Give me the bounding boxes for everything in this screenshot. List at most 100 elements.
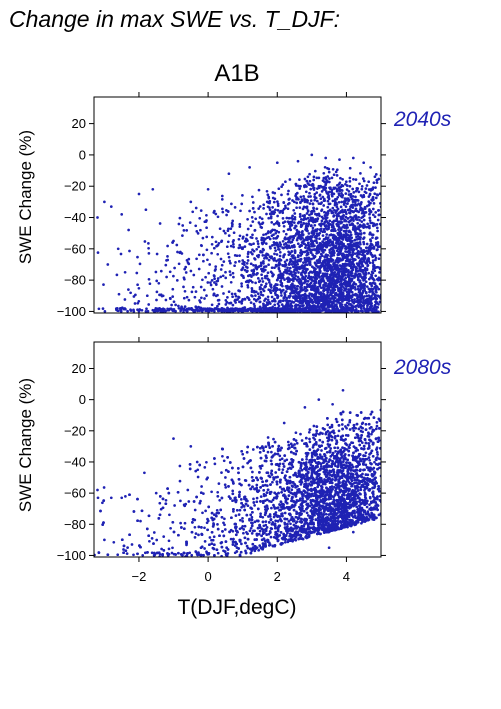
y-axis-label: SWE Change (%) [16, 378, 35, 512]
data-point [341, 238, 345, 241]
data-point [331, 286, 334, 290]
data-point [189, 200, 193, 204]
data-point [373, 175, 377, 179]
data-point [314, 281, 318, 285]
data-point [190, 290, 194, 294]
data-point [203, 297, 206, 300]
data-point [262, 203, 266, 207]
data-point [247, 296, 250, 300]
data-point [354, 178, 358, 181]
data-point [340, 284, 344, 288]
data-point [306, 283, 310, 287]
data-point [266, 205, 270, 209]
data-point [292, 200, 296, 204]
data-point [164, 298, 168, 302]
data-point [285, 243, 289, 247]
data-point [309, 281, 313, 285]
data-point [310, 292, 314, 296]
data-point [261, 306, 265, 309]
data-point [310, 153, 314, 157]
data-point [256, 309, 259, 312]
data-point [345, 280, 348, 284]
data-point [332, 298, 336, 301]
data-point [369, 252, 373, 255]
data-point [276, 214, 279, 218]
data-point [298, 178, 301, 181]
data-point [230, 202, 233, 206]
data-point [258, 300, 262, 304]
data-point [228, 259, 231, 263]
data-point [301, 296, 305, 300]
data-point [234, 261, 237, 264]
data-point [381, 232, 384, 235]
data-point [363, 224, 366, 228]
data-point [313, 192, 317, 196]
data-point [134, 293, 137, 297]
data-point [358, 266, 361, 270]
data-point [273, 191, 277, 195]
data-point [290, 291, 294, 294]
data-point [175, 243, 179, 247]
data-point [305, 185, 308, 188]
data-point [334, 308, 338, 312]
data-point [373, 285, 377, 289]
data-point [363, 254, 367, 257]
data-point [269, 270, 273, 274]
data-point [249, 301, 253, 304]
data-point [136, 308, 139, 312]
data-point [365, 184, 369, 187]
data-point [204, 275, 207, 279]
data-point [291, 295, 295, 298]
data-point [348, 309, 352, 312]
data-point [375, 305, 378, 309]
data-point [328, 305, 331, 309]
data-point [364, 298, 368, 302]
data-point [373, 254, 377, 258]
data-point [229, 310, 232, 313]
data-point [283, 265, 287, 268]
data-point [293, 216, 297, 219]
data-point [300, 241, 304, 244]
data-point [252, 263, 255, 267]
data-point [251, 233, 254, 237]
data-point [147, 252, 151, 255]
data-point [369, 296, 373, 299]
data-point [308, 260, 312, 264]
data-point [294, 303, 298, 307]
data-point [320, 247, 323, 251]
data-point [306, 276, 310, 280]
data-point [363, 278, 366, 282]
data-point [335, 215, 339, 218]
data-point [342, 253, 346, 257]
data-point [295, 278, 299, 282]
data-point [161, 309, 164, 313]
data-point [294, 224, 298, 228]
data-point [225, 213, 228, 217]
data-point [314, 248, 317, 252]
data-point [147, 246, 150, 250]
data-point [326, 209, 330, 213]
data-point [281, 284, 284, 288]
data-point [314, 234, 318, 238]
data-point [378, 245, 381, 248]
data-point [184, 271, 188, 274]
data-point [214, 307, 218, 310]
data-point [324, 224, 328, 227]
data-point [271, 309, 275, 313]
data-point [378, 253, 381, 257]
data-point [229, 280, 233, 284]
data-point [227, 227, 230, 231]
data-point [123, 298, 127, 301]
data-point [271, 289, 275, 292]
data-point [332, 238, 336, 241]
data-point [116, 247, 120, 251]
data-point [359, 172, 362, 175]
data-point [336, 279, 340, 282]
data-point [300, 224, 304, 227]
data-point [354, 265, 357, 269]
data-point [226, 296, 229, 299]
data-point [119, 309, 123, 313]
data-point [306, 216, 310, 220]
data-point [324, 254, 328, 257]
